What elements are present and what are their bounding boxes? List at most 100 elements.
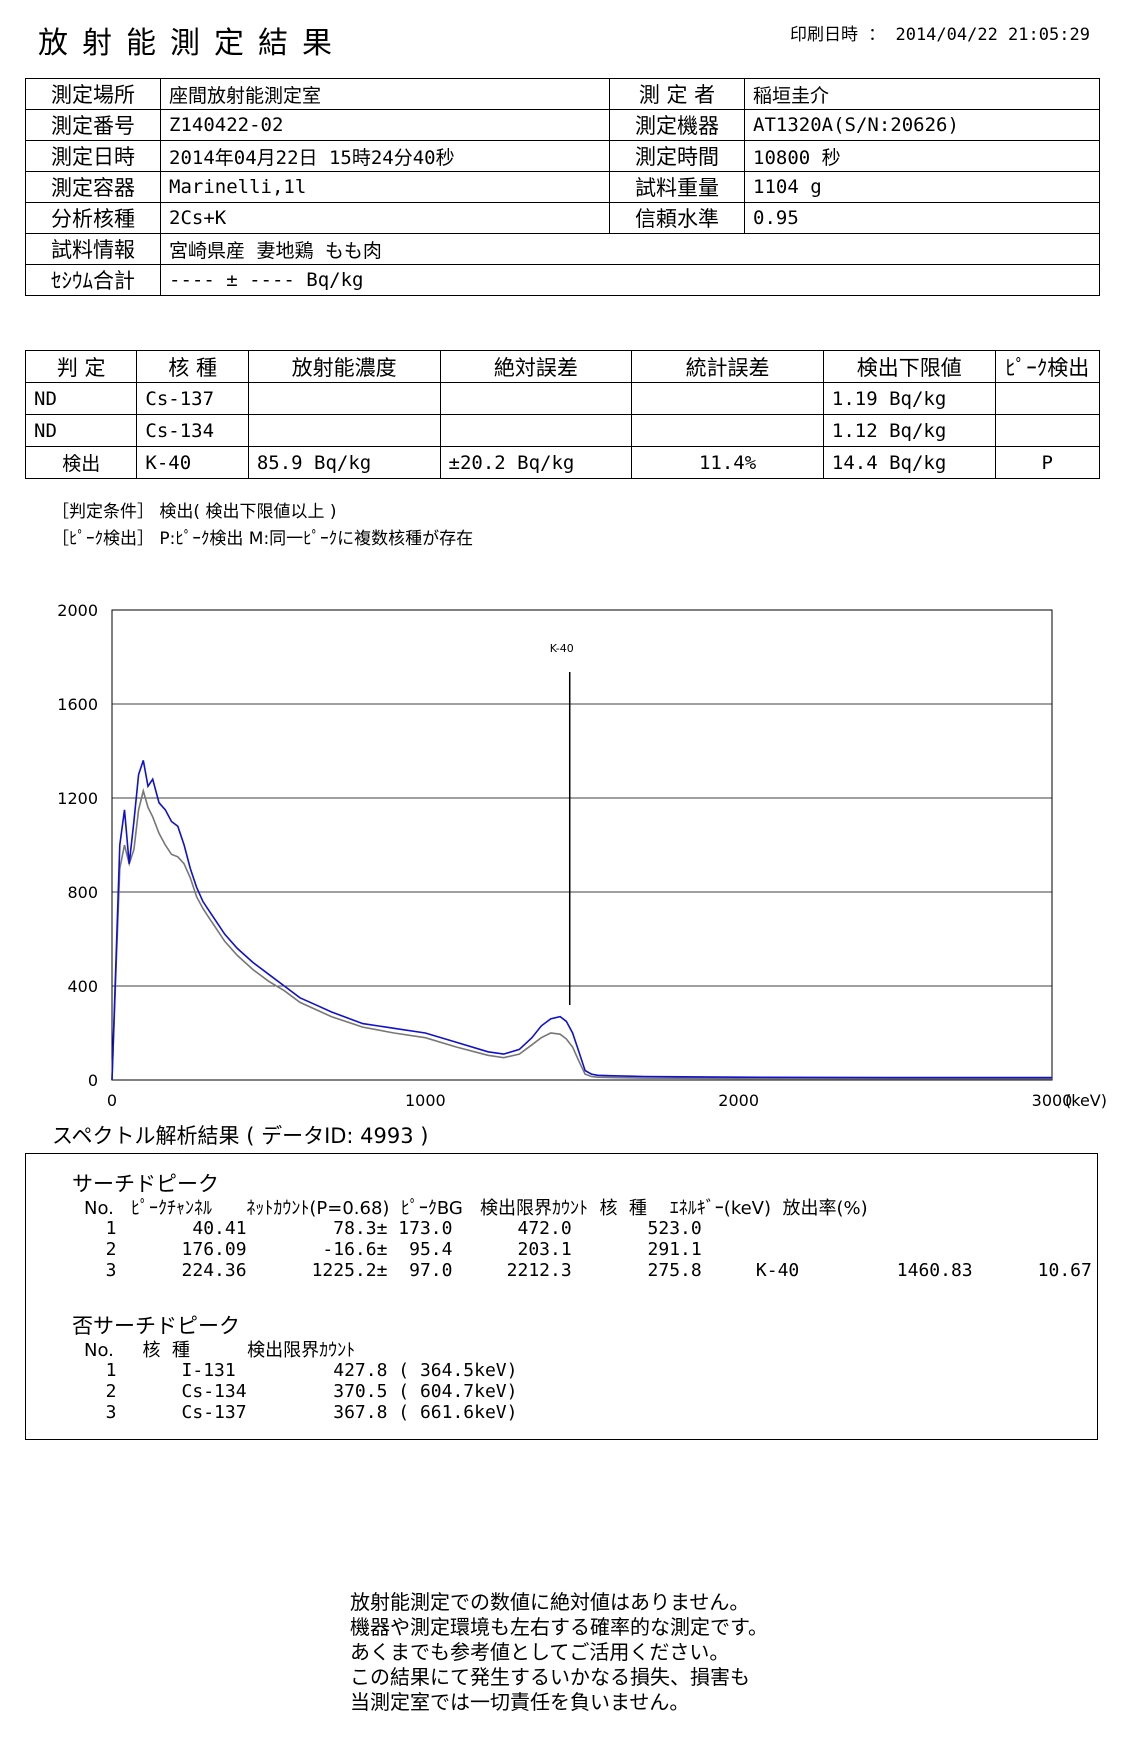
page-title: 放射能測定結果	[38, 26, 346, 61]
results-cell	[247, 414, 441, 447]
cesium-total-value: ---- ± ---- Bq/kg	[160, 264, 1100, 296]
info-label: 測定番号	[25, 109, 161, 141]
info-label: 試料重量	[609, 171, 745, 203]
results-cell: ±20.2 Bq/kg	[439, 446, 633, 479]
spectrum-row: 3 224.36 1225.2± 97.0 2212.3 275.8 K-40 …	[84, 1260, 1092, 1281]
peak-marker-label: K-40	[550, 642, 574, 655]
results-cell: P	[994, 446, 1101, 479]
disclaimer-line: 放射能測定での数値に絶対値はありません。	[350, 1590, 750, 1614]
sample-info-label: 試料情報	[25, 233, 161, 265]
x-tick-label: 0	[107, 1091, 117, 1110]
disclaimer: 放射能測定での数値に絶対値はありません。 機器や測定環境も左右する確率的な測定です…	[350, 1590, 768, 1715]
results-row: 検出 K-40 85.9 Bq/kg ±20.2 Bq/kg 11.4% 14.4 Bq/…	[24, 446, 1101, 479]
info-row: 分析核種 2Cs+K 信頼水準 0.95	[25, 202, 1100, 234]
results-cell	[439, 382, 633, 415]
y-tick-label: 2000	[57, 601, 98, 620]
x-tick-label: 3000	[1032, 1091, 1073, 1110]
y-tick-label: 0	[88, 1071, 98, 1090]
results-header: 検出下限値	[822, 350, 996, 383]
info-label: 信頼水準	[609, 202, 745, 234]
disclaimer-line: 当測定室では一切責任を負いません。	[350, 1690, 690, 1714]
info-value: Marinelli,1l	[160, 171, 610, 203]
results-cell: 11.4%	[631, 446, 824, 479]
info-label: 測定機器	[609, 109, 745, 141]
info-label: 測定時間	[609, 140, 745, 172]
info-row: 測定容器 Marinelli,1l 試料重量 1104 g	[25, 171, 1100, 203]
results-cell: Cs-137	[136, 382, 249, 415]
peak-note: ［ﾋﾟｰｸ検出］ P:ﾋﾟｰｸ検出 M:同一ﾋﾟｰｸに複数核種が存在	[52, 529, 474, 549]
info-label: 測定日時	[25, 140, 161, 172]
x-tick-label: 2000	[718, 1091, 759, 1110]
results-header: 核 種	[136, 350, 249, 383]
results-cell: 14.4 Bq/kg	[822, 446, 996, 479]
results-cell	[631, 414, 824, 447]
nosearch-peak-rows: 1 I-131 427.8 ( 364.5keV) 2 Cs-134 370.5…	[84, 1360, 518, 1423]
spectrum-results-box	[25, 1153, 1098, 1440]
results-header: 統計誤差	[631, 350, 824, 383]
info-value: 座間放射能測定室	[160, 78, 610, 110]
results-cell	[439, 414, 633, 447]
results-table: 判 定核 種放射能濃度 絶対誤差 統計誤差 検出下限値 ﾋﾟｰｸ検出 ND Cs-137 1…	[24, 350, 1101, 479]
plot-area	[111, 609, 1053, 1081]
results-cell: Cs-134	[136, 414, 249, 447]
info-value: 稲垣圭介	[744, 78, 1100, 110]
spectrum-row: 2 176.09 -16.6± 95.4 203.1 291.1	[84, 1239, 702, 1260]
sample-info-value: 宮崎県産 妻地鶏 もも肉	[160, 233, 1100, 265]
spectrum-row: 3 Cs-137 367.8 ( 661.6keV)	[84, 1402, 518, 1423]
x-axis-unit: (keV)	[1065, 1091, 1107, 1110]
print-datetime: 印刷日時 ： 2014/04/22 21:05:29	[790, 25, 1090, 45]
spectrum-row: 2 Cs-134 370.5 ( 604.7keV)	[84, 1381, 518, 1402]
info-row: 測定日時 2014年04月22日 15時24分40秒 測定時間 10800 秒	[25, 140, 1100, 172]
results-row: ND Cs-134 1.12 Bq/kg	[24, 414, 1101, 447]
info-table: 測定場所 座間放射能測定室測 定 者稲垣圭介 測定番号 Z140422-02 測定機器 A…	[25, 78, 1100, 296]
spectrum-title: スペクトル解析結果 ( データID: 4993 )	[52, 1124, 429, 1148]
results-header: ﾋﾟｰｸ検出	[994, 350, 1101, 383]
search-peak-title: サーチドピーク	[72, 1172, 219, 1196]
results-header: 絶対誤差	[439, 350, 633, 383]
y-tick-label: 1600	[57, 695, 98, 714]
info-label: 測 定 者	[609, 78, 745, 110]
cesium-total-label: ｾｼｳﾑ合計	[25, 264, 161, 296]
results-cell	[247, 382, 441, 415]
sample-info-row: 試料情報 宮崎県産 妻地鶏 もも肉	[25, 233, 1100, 265]
x-tick-label: 1000	[405, 1091, 446, 1110]
disclaimer-line: あくまでも参考値としてご活用ください。	[350, 1640, 730, 1664]
judgement-note: ［判定条件］ 検出( 検出下限値以上 )	[52, 502, 337, 522]
info-label: 測定容器	[25, 171, 161, 203]
info-label: 測定場所	[25, 78, 161, 110]
results-cell	[994, 382, 1101, 415]
results-header: 放射能濃度	[247, 350, 441, 383]
spectrum-chart: 0 400 800 1200 1600 2000 0 1000 2000 3000(keV) K-4…	[57, 601, 1107, 1110]
results-cell: 1.12 Bq/kg	[822, 414, 996, 447]
nosearch-peak-title: 否サーチドピーク	[72, 1314, 240, 1338]
nosearch-peak-header: No. 核 種 検出限界ｶｳﾝﾄ	[84, 1340, 356, 1361]
info-value: 1104 g	[744, 171, 1100, 203]
results-header: 判 定	[24, 350, 138, 383]
y-tick-label: 1200	[57, 789, 98, 808]
search-peak-rows: 1 40.41 78.3± 173.0 472.0 523.0 2 176.09…	[84, 1218, 1092, 1281]
disclaimer-line: この結果にて発生するいかなる損失、損害も	[350, 1665, 750, 1689]
results-cell: 1.19 Bq/kg	[822, 382, 996, 415]
results-row: ND Cs-137 1.19 Bq/kg	[24, 382, 1101, 415]
search-peak-header: No. ﾋﾟｰｸﾁｬﾝﾈﾙ ﾈｯﾄｶｳﾝﾄ(P=0.68) ﾋﾟｰｸBG 検出限…	[84, 1198, 868, 1219]
results-cell: ND	[24, 414, 138, 447]
results-cell	[631, 382, 824, 415]
disclaimer-line: 機器や測定環境も左右する確率的な測定です。	[350, 1615, 768, 1639]
results-cell: ND	[24, 382, 138, 415]
info-row: 測定番号 Z140422-02 測定機器 AT1320A(S/N:20626)	[25, 109, 1100, 141]
spectrum-row: 1 40.41 78.3± 173.0 472.0 523.0	[84, 1218, 702, 1239]
results-cell	[994, 414, 1101, 447]
y-tick-label: 400	[67, 977, 98, 996]
series-line-0	[111, 760, 1052, 1081]
results-cell: 85.9 Bq/kg	[247, 446, 441, 479]
info-value: 2Cs+K	[160, 202, 610, 234]
info-label: 分析核種	[25, 202, 161, 234]
y-tick-label: 800	[67, 883, 98, 902]
series-line-1	[111, 787, 1052, 1081]
info-row: 測定場所 座間放射能測定室測 定 者稲垣圭介	[25, 78, 1100, 110]
info-value: AT1320A(S/N:20626)	[744, 109, 1100, 141]
info-value: 10800 秒	[744, 140, 1100, 172]
results-cell: 検出	[24, 446, 138, 479]
cesium-total-row: ｾｼｳﾑ合計 ---- ± ---- Bq/kg	[25, 264, 1100, 296]
spectrum-row: 1 I-131 427.8 ( 364.5keV)	[84, 1360, 518, 1381]
